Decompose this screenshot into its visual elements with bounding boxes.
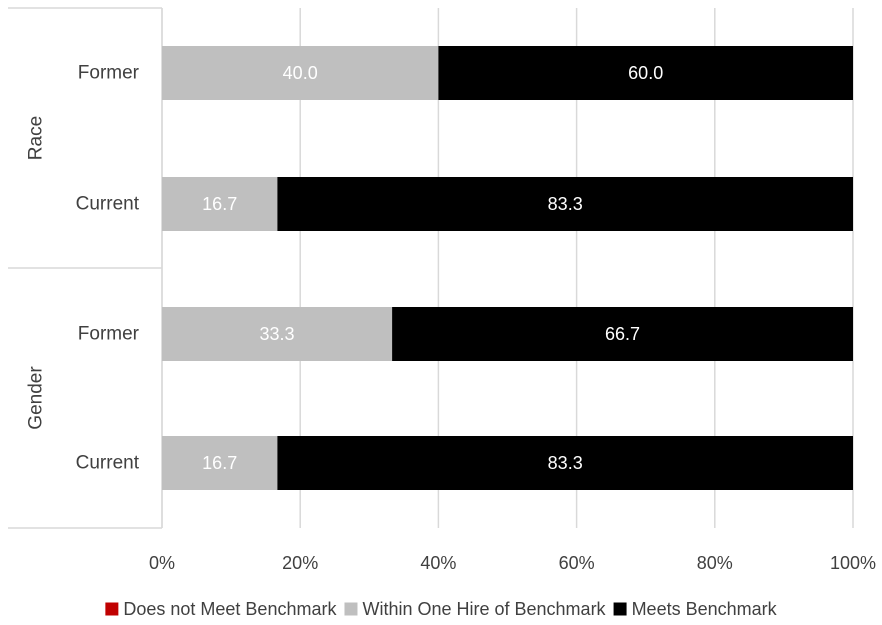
category-group-axis: Race Gender <box>8 7 163 529</box>
category-label-1: Current <box>76 194 140 215</box>
legend-item: Within One Hire of Benchmark <box>344 599 607 619</box>
bars <box>162 46 854 490</box>
legend-swatch <box>344 602 358 616</box>
category-label-3: Current <box>76 453 140 474</box>
legend-label: Does not Meet Benchmark <box>123 599 337 619</box>
bar-within-one-hire-of-benchmark-0 <box>162 46 439 100</box>
x-tick-label: 80% <box>697 553 733 573</box>
category-labels: Former Current Former Current <box>76 63 140 474</box>
group-label-gender: Gender <box>26 366 47 430</box>
data-label: 16.7 <box>202 194 237 214</box>
bar-within-one-hire-of-benchmark-3 <box>162 436 278 490</box>
legend-swatch <box>613 602 627 616</box>
bar-meets-benchmark-2 <box>392 307 853 361</box>
x-tick-label: 0% <box>149 553 175 573</box>
data-label: 83.3 <box>548 194 583 214</box>
x-tick-label: 60% <box>559 553 595 573</box>
data-label: 40.0 <box>283 63 318 83</box>
x-tick-label: 40% <box>420 553 456 573</box>
x-axis-ticks: 0% 20% 40% 60% 80% 100% <box>149 553 876 573</box>
bar-meets-benchmark-1 <box>277 177 854 231</box>
legend-item: Does not Meet Benchmark <box>105 599 337 619</box>
bar-meets-benchmark-0 <box>438 46 853 100</box>
category-label-0: Former <box>78 63 140 84</box>
bar-within-one-hire-of-benchmark-1 <box>162 177 278 231</box>
legend-item: Meets Benchmark <box>613 599 778 619</box>
x-tick-label: 20% <box>282 553 318 573</box>
legend-label: Meets Benchmark <box>632 599 778 619</box>
data-label: 60.0 <box>628 63 663 83</box>
bar-within-one-hire-of-benchmark-2 <box>162 307 393 361</box>
category-label-2: Former <box>78 324 140 345</box>
data-label: 66.7 <box>605 324 640 344</box>
data-label: 16.7 <box>202 453 237 473</box>
bar-meets-benchmark-3 <box>277 436 854 490</box>
data-label: 83.3 <box>548 453 583 473</box>
group-label-race: Race <box>26 116 47 160</box>
legend-label: Within One Hire of Benchmark <box>362 599 606 619</box>
data-label: 33.3 <box>260 324 295 344</box>
legend-swatch <box>105 602 119 616</box>
data-labels: 40.0 60.0 16.7 83.3 33.3 66.7 16.7 83.3 <box>202 63 663 473</box>
legend: Does not Meet Benchmark Within One Hire o… <box>105 599 778 619</box>
x-tick-label: 100% <box>830 553 876 573</box>
